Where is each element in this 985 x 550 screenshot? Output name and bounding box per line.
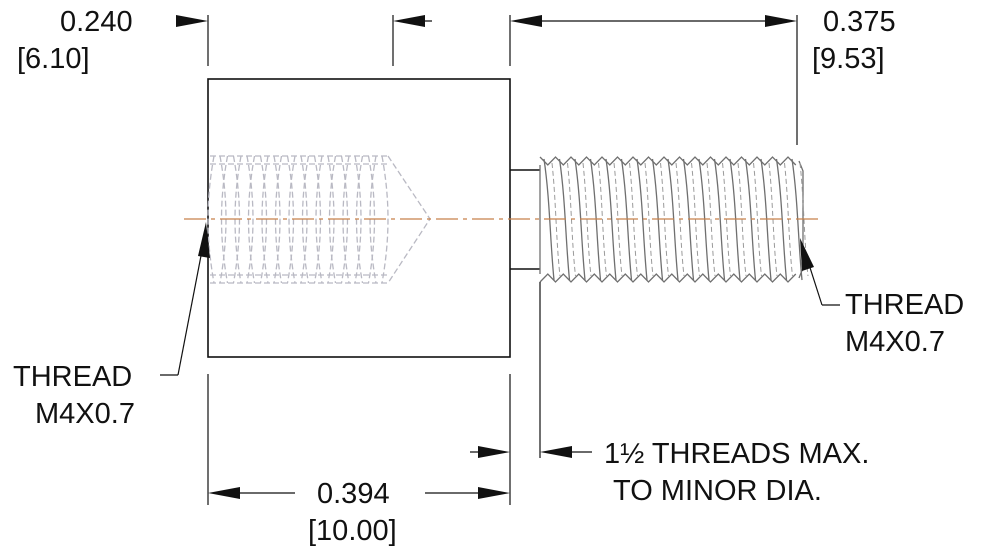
- internal-thread-callout: THREAD M4X0.7: [13, 222, 210, 430]
- thread-runout-note: 1½ THREADS MAX. TO MINOR DIA.: [470, 438, 869, 507]
- bore-depth-mm: [6.10]: [17, 43, 90, 75]
- external-thread-stud: [539, 156, 809, 283]
- stud-length-mm: [9.53]: [812, 43, 885, 75]
- external-thread-size: M4X0.7: [845, 326, 945, 358]
- bore-depth-inch: 0.240: [60, 6, 133, 38]
- dimension-stud-length: 0.375 [9.53]: [510, 6, 896, 75]
- internal-thread-size: M4X0.7: [35, 398, 135, 430]
- dimension-body-length: 0.394 [10.00]: [208, 478, 510, 547]
- body-length-mm: [10.00]: [308, 515, 397, 547]
- external-thread-label: THREAD: [845, 289, 964, 321]
- internal-thread-label: THREAD: [13, 361, 132, 393]
- standoff-body: [207, 78, 511, 358]
- extension-lines: [207, 15, 798, 505]
- dimension-bore-depth: 0.240 [6.10]: [17, 6, 432, 75]
- stud-neck: [510, 169, 540, 270]
- body-length-inch: 0.394: [317, 478, 390, 510]
- thread-note-line1: 1½ THREADS MAX.: [604, 438, 869, 470]
- external-thread-callout: THREAD M4X0.7: [800, 238, 964, 358]
- thread-note-line2: TO MINOR DIA.: [613, 475, 822, 507]
- stud-length-inch: 0.375: [823, 6, 896, 38]
